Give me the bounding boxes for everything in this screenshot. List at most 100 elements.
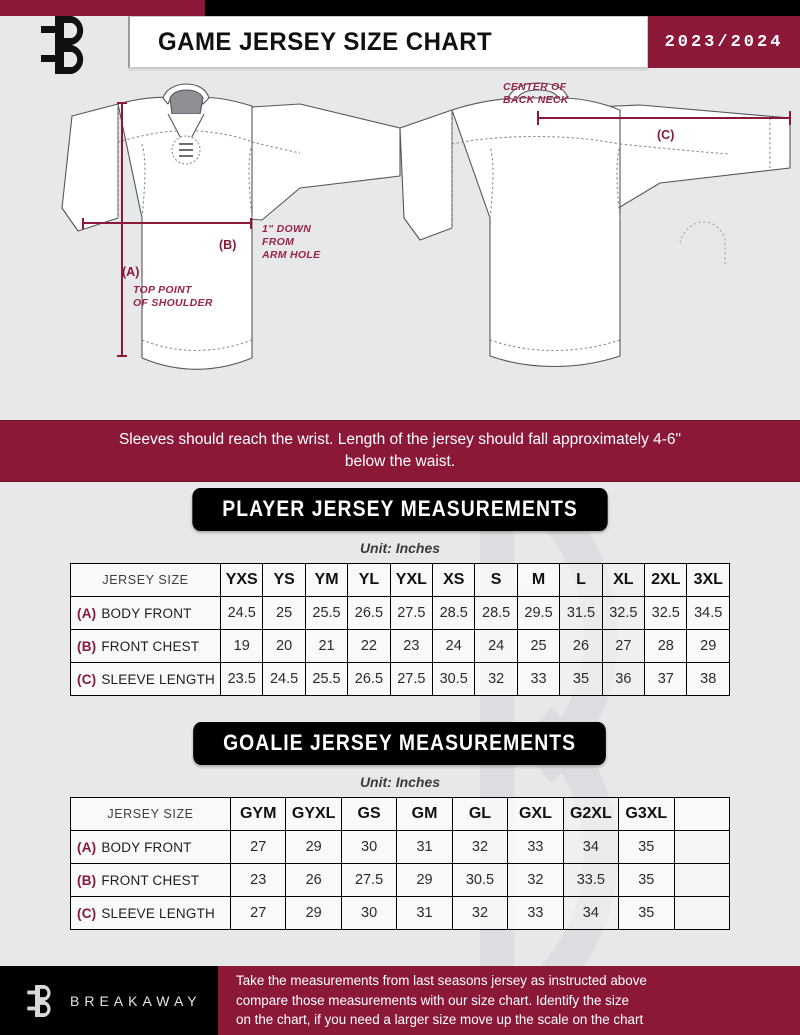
measurement-row-label: (C) SLEEVE LENGTH	[70, 662, 221, 696]
jersey-back-illustration	[399, 82, 791, 368]
note-center-back-line-1: CENTER OF	[503, 81, 567, 93]
measurement-cell: 20	[262, 629, 306, 663]
table-header-row: JERSEY SIZE GYM GYXL GS GM GL GXL G2XL G3XL	[70, 797, 730, 831]
measurement-row-label: (B) FRONT CHEST	[70, 863, 231, 897]
measurement-cell: 35	[618, 830, 675, 864]
measurement-cell: 35	[559, 662, 603, 696]
note-center-of-back-neck: CENTER OF BACK NECK	[503, 81, 569, 107]
breakaway-b-logo-icon	[27, 984, 51, 1017]
size-column-header-gs: GS	[340, 797, 398, 831]
measurement-cell: 26	[559, 629, 603, 663]
front-measure-lines	[82, 102, 252, 357]
back-measure-lines	[537, 111, 791, 125]
goalie-section-title: GOALIE JERSEY MEASUREMENTS	[193, 722, 607, 765]
table-row: (C) SLEEVE LENGTH 27 29 30 31 32 33 34 35	[70, 896, 730, 930]
measurement-cell: 29	[396, 863, 453, 897]
player-section-title: PLAYER JERSEY MEASUREMENTS	[192, 488, 608, 531]
measurement-cell: 26.5	[347, 662, 391, 696]
measurement-cell	[673, 896, 730, 930]
measurement-cell: 27.5	[389, 596, 434, 630]
jersey-diagrams-svg	[61, 82, 791, 370]
measurement-cell: 25.5	[304, 596, 349, 630]
measurement-cell: 29.5	[516, 596, 561, 630]
page-title: GAME JERSEY SIZE CHART	[158, 27, 493, 56]
measurement-name: FRONT CHEST	[101, 872, 200, 888]
size-column-header-m: M	[516, 563, 561, 597]
measurement-cell: 29	[285, 830, 342, 864]
measurement-cell: 33.5	[562, 863, 620, 897]
size-column-header-g3xl: G3XL	[618, 797, 675, 831]
measurement-cell: 27.5	[389, 662, 434, 696]
page-footer: BREAKAWAY Take the measurements from las…	[0, 966, 800, 1035]
measurement-cell: 31.5	[559, 596, 603, 630]
size-column-header-ym: YM	[304, 563, 349, 597]
measurement-name: BODY FRONT	[101, 605, 192, 621]
measure-label-a: (A)	[122, 265, 140, 279]
size-column-header-s: S	[474, 563, 518, 597]
measurement-cell: 33	[507, 830, 564, 864]
measurement-cell: 34	[562, 896, 620, 930]
jersey-size-header: JERSEY SIZE	[70, 797, 231, 831]
jersey-front-illustration	[61, 83, 401, 370]
measurement-tag: (A)	[77, 839, 97, 855]
measurement-cell: 35	[618, 896, 675, 930]
note-down-from-arm-hole: 1" DOWN FROM ARM HOLE	[262, 223, 320, 262]
page-header: GAME JERSEY SIZE CHART 2023/2024	[0, 16, 800, 74]
size-column-header-gxl: GXL	[507, 797, 564, 831]
table-row: (B) FRONT CHEST 23 26 27.5 29 30.5 32 33.5 35	[70, 863, 730, 897]
size-column-header-3xl: 3XL	[686, 563, 730, 597]
measurement-cell: 24.5	[262, 662, 306, 696]
measurement-cell: 34	[562, 830, 620, 864]
measurement-cell	[673, 863, 730, 897]
measurement-row-label: (A) BODY FRONT	[70, 596, 221, 630]
measurement-row-label: (C) SLEEVE LENGTH	[70, 896, 231, 930]
size-column-header-gyxl: GYXL	[285, 797, 342, 831]
size-column-header-ys: YS	[262, 563, 306, 597]
measurement-row-label: (A) BODY FRONT	[70, 830, 231, 864]
measurement-cell: 37	[644, 662, 688, 696]
size-column-header-xs: XS	[432, 563, 476, 597]
sleeve-length-instruction-band: Sleeves should reach the wrist. Length o…	[0, 420, 800, 482]
header-logo-zone	[0, 16, 128, 74]
measurement-cell: 19	[219, 629, 264, 663]
measurement-cell: 32.5	[601, 596, 646, 630]
goalie-jersey-section: GOALIE JERSEY MEASUREMENTS Unit: Inches …	[0, 722, 800, 930]
measurement-cell: 32	[451, 830, 509, 864]
size-column-header-g2xl: G2XL	[562, 797, 620, 831]
size-column-header-yxs: YXS	[219, 563, 264, 597]
footer-brand-name: BREAKAWAY	[70, 992, 202, 1009]
note-top-point-of-shoulder: TOP POINT OF SHOULDER	[133, 284, 213, 310]
measurement-cell: 30	[340, 896, 398, 930]
player-jersey-section: PLAYER JERSEY MEASUREMENTS Unit: Inches …	[0, 488, 800, 696]
measurement-cell: 36	[601, 662, 646, 696]
note-shoulder-line-2: OF SHOULDER	[133, 297, 213, 309]
measurement-cell	[673, 830, 730, 864]
measurement-cell: 32	[507, 863, 564, 897]
jersey-diagram-area: CENTER OF BACK NECK 1" DOWN FROM ARM HOL…	[0, 68, 800, 420]
measurement-cell: 22	[347, 629, 391, 663]
measurement-cell: 25	[262, 596, 306, 630]
breakaway-b-logo-icon	[41, 16, 84, 74]
size-column-header-yl: YL	[347, 563, 391, 597]
measurement-name: SLEEVE LENGTH	[101, 671, 215, 687]
measurement-cell: 23	[389, 629, 434, 663]
size-column-header-yxl: YXL	[389, 563, 434, 597]
measurement-tag: (B)	[77, 638, 97, 654]
player-unit-label: Unit: Inches	[359, 540, 441, 556]
table-row: (C) SLEEVE LENGTH 23.5 24.5 25.5 26.5 27.5 30.5…	[70, 662, 730, 696]
footer-brand-block: BREAKAWAY	[0, 966, 218, 1035]
size-column-header-gl: GL	[451, 797, 509, 831]
measurement-cell: 26.5	[347, 596, 391, 630]
measurement-cell: 33	[516, 662, 561, 696]
measurement-name: BODY FRONT	[101, 839, 192, 855]
note-armhole-line-2: FROM	[262, 236, 295, 248]
table-row: (A) BODY FRONT 27 29 30 31 32 33 34 35	[70, 830, 730, 864]
measurement-cell: 24.5	[219, 596, 264, 630]
header-title-box: GAME JERSEY SIZE CHART	[128, 16, 648, 68]
measurement-cell: 32.5	[644, 596, 688, 630]
season-label: 2023/2024	[664, 32, 784, 52]
size-column-header-gym: GYM	[229, 797, 287, 831]
goalie-unit-label: Unit: Inches	[359, 774, 441, 790]
measurement-cell: 24	[432, 629, 476, 663]
size-column-header-empty	[673, 797, 730, 831]
